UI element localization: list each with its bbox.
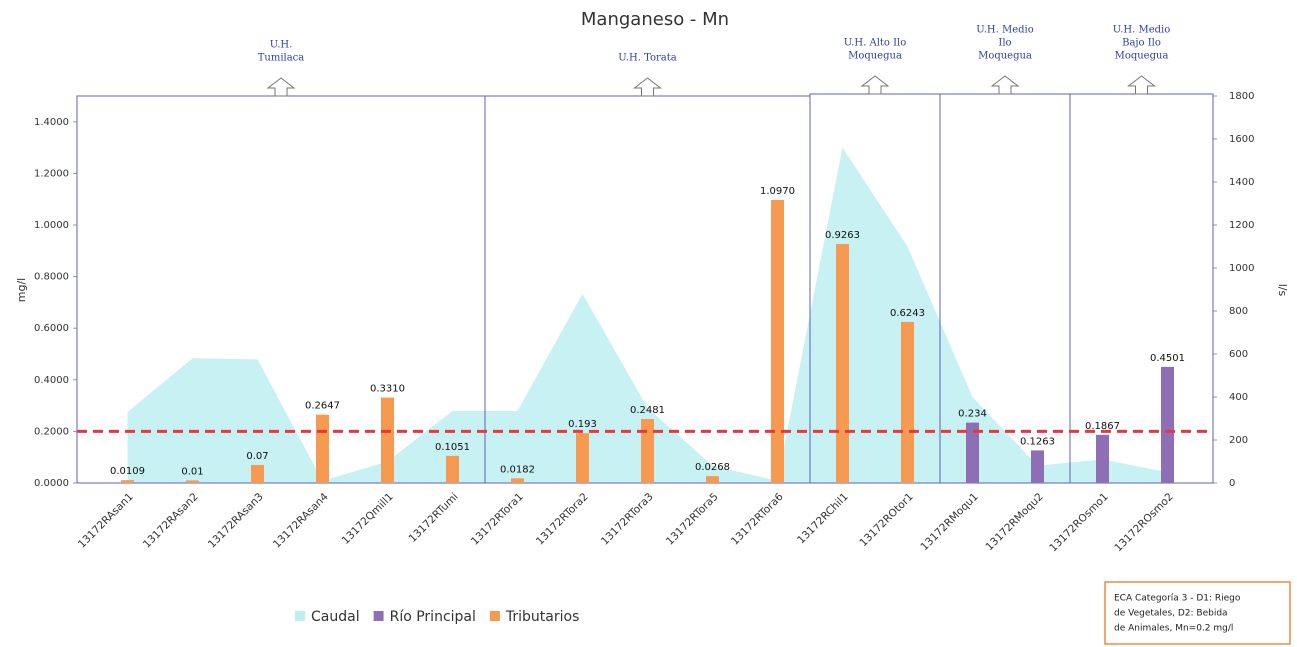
x-tick-label: 13172ROsmo1	[1047, 491, 1110, 554]
region-arrow	[1127, 75, 1156, 95]
y-tick-label: 0.2000	[34, 426, 69, 437]
data-label: 0.2647	[305, 401, 340, 412]
data-label: 0.6243	[890, 308, 925, 319]
y-tick-label: 1.4000	[34, 117, 69, 128]
x-tick-label: 13172RMoqu2	[983, 491, 1045, 553]
data-label: 1.0970	[760, 186, 795, 197]
data-label: 0.0268	[695, 462, 730, 473]
region-label: Ilo	[998, 38, 1011, 49]
x-tick-label: 13172RTora3	[599, 491, 656, 548]
y2-tick-label: 0	[1229, 478, 1235, 489]
chart-title: Manganeso - Mn	[581, 9, 729, 30]
data-label: 0.07	[246, 451, 268, 462]
bar	[1161, 366, 1174, 483]
region-label: Moquegua	[978, 51, 1032, 62]
data-label: 0.0109	[110, 466, 145, 477]
y2-tick-label: 1400	[1229, 177, 1254, 188]
note-text: de Animales, Mn=0.2 mg/l	[1114, 624, 1233, 634]
region-label: U.H. Medio	[1113, 25, 1171, 36]
data-label: 0.234	[958, 409, 987, 420]
data-label: 0.3310	[370, 384, 405, 395]
bar	[186, 480, 199, 483]
bar	[966, 422, 979, 483]
legend-label: Río Principal	[390, 609, 476, 625]
y-tick-label: 0.8000	[34, 272, 69, 283]
x-tick-label: 13172RChil1	[795, 491, 851, 547]
y-tick-label: 1.2000	[34, 168, 69, 179]
region-label: Bajo Ilo	[1122, 38, 1161, 49]
x-tick-label: 13172RTumi	[407, 491, 461, 545]
region-label: U.H. Alto Ilo	[844, 38, 907, 49]
bar	[121, 480, 134, 483]
bar	[316, 414, 329, 483]
data-label: 0.4501	[1150, 353, 1185, 364]
bar	[706, 476, 719, 483]
bar	[641, 418, 654, 483]
bar	[771, 199, 784, 483]
y-tick-label: 1.0000	[34, 220, 69, 231]
data-label: 0.0182	[500, 464, 535, 475]
note-text: ECA Categoría 3 - D1: Riego	[1114, 594, 1241, 604]
data-label: 0.9263	[825, 230, 860, 241]
bar	[901, 321, 914, 483]
data-label: 0.1051	[435, 442, 470, 453]
y2-axis-label: l/s	[1276, 284, 1289, 297]
y2-tick-label: 1000	[1229, 263, 1254, 274]
y-tick-label: 0.0000	[34, 478, 69, 489]
region-arrow	[266, 77, 296, 97]
bar	[381, 397, 394, 483]
y-tick-label: 0.4000	[34, 375, 69, 386]
x-tick-label: 13172Qmill1	[340, 491, 396, 547]
region-label: U.H. Medio	[976, 25, 1034, 36]
y-tick-label: 0.6000	[34, 323, 69, 334]
y2-tick-label: 1800	[1229, 91, 1254, 102]
legend-label: Caudal	[311, 609, 360, 625]
y2-tick-label: 600	[1229, 349, 1248, 360]
y2-tick-label: 1600	[1229, 134, 1254, 145]
bar	[576, 433, 589, 483]
region-arrow	[633, 77, 662, 97]
region-label: Moquegua	[1115, 51, 1169, 62]
x-tick-label: 13172ROtor1	[857, 491, 915, 549]
y2-tick-label: 800	[1229, 306, 1248, 317]
x-tick-label: 13172RTora6	[729, 491, 786, 548]
x-tick-label: 13172RTora2	[534, 491, 591, 548]
x-tick-label: 13172RAsan2	[141, 491, 201, 551]
bar	[446, 455, 459, 483]
region-label: U.H. Torata	[618, 53, 676, 64]
region-arrow	[860, 75, 890, 95]
data-label: 0.01	[181, 466, 203, 477]
bar	[511, 478, 524, 483]
legend-swatch	[295, 611, 305, 621]
y2-tick-label: 1200	[1229, 220, 1254, 231]
bar	[251, 464, 264, 483]
y2-tick-label: 400	[1229, 392, 1248, 403]
bar	[836, 244, 849, 483]
x-tick-label: 13172RTora5	[664, 491, 721, 548]
data-label: 0.1263	[1020, 436, 1055, 447]
legend-label: Tributarios	[505, 609, 579, 625]
region-label: U.H.	[270, 40, 293, 51]
legend-swatch	[489, 611, 500, 621]
x-tick-label: 13172RAsan1	[76, 491, 136, 551]
note-box	[1104, 581, 1291, 645]
y2-tick-label: 200	[1229, 435, 1248, 446]
data-label: 0.1867	[1085, 421, 1120, 432]
note-text: de Vegetales, D2: Bebida	[1114, 609, 1228, 619]
y-axis-label: mg/l	[15, 278, 28, 302]
legend-swatch	[373, 611, 384, 621]
x-tick-label: 13172RAsan4	[271, 491, 331, 551]
x-tick-label: 13172RTora1	[469, 491, 526, 548]
bar	[1031, 450, 1044, 483]
x-tick-label: 13172ROsmo2	[1112, 491, 1175, 554]
data-label: 0.2481	[630, 405, 665, 416]
x-tick-label: 13172RAsan3	[206, 491, 266, 551]
data-label: 0.193	[568, 419, 597, 430]
region-label: Moquegua	[848, 51, 902, 62]
region-label: Tumilaca	[258, 53, 305, 64]
bar	[1096, 434, 1109, 483]
x-tick-label: 13172RMoqu1	[918, 491, 980, 553]
region-arrow	[990, 75, 1020, 95]
